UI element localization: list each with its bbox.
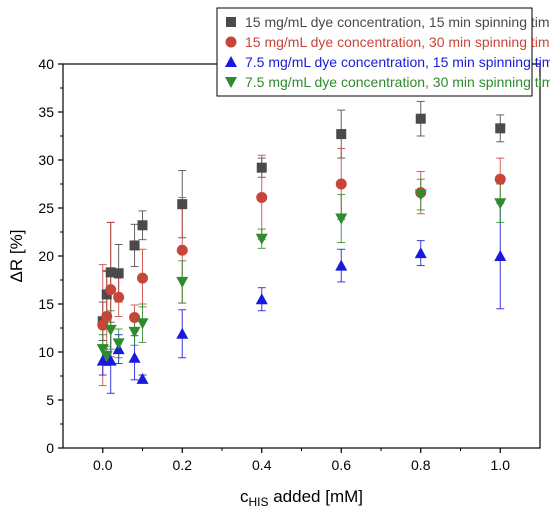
data-point-triangle-up <box>96 354 109 366</box>
legend-marker <box>225 56 237 67</box>
legend-label: 7.5 mg/mL dye concentration, 30 min spin… <box>245 74 550 90</box>
data-point-triangle-down <box>100 350 113 362</box>
legend-marker <box>225 36 237 48</box>
data-point-circle <box>256 191 268 203</box>
data-point-triangle-up <box>136 372 149 384</box>
legend: 15 mg/mL dye concentration, 15 min spinn… <box>216 7 550 97</box>
y-tick-label: 10 <box>38 344 54 360</box>
y-tick-label: 5 <box>46 392 54 408</box>
data-point-circle <box>176 244 188 256</box>
data-point-square <box>415 113 426 124</box>
data-point-triangle-up <box>335 259 348 271</box>
legend-marker <box>226 17 236 27</box>
data-point-triangle-down <box>112 338 125 350</box>
legend-label: 15 mg/mL dye concentration, 15 min spinn… <box>245 14 550 30</box>
data-point-triangle-up <box>176 327 189 339</box>
x-tick-label: 0.4 <box>252 457 272 473</box>
x-axis-title-subscript: HIS <box>248 495 268 509</box>
data-point-circle <box>105 284 117 296</box>
x-axis-title-main: c <box>240 487 249 506</box>
data-point-square <box>177 199 188 210</box>
data-point-triangle-up <box>255 293 268 305</box>
x-tick-label: 0.6 <box>332 457 352 473</box>
data-point-triangle-down <box>414 189 427 201</box>
data-point-circle <box>494 173 506 185</box>
y-tick-label: 20 <box>38 248 54 264</box>
data-point-triangle-down <box>176 276 189 288</box>
data-point-circle <box>129 311 141 323</box>
data-point-square <box>495 123 506 134</box>
data-point-square <box>113 268 124 279</box>
x-tick-label: 1.0 <box>491 457 511 473</box>
data-point-circle <box>137 272 148 284</box>
y-tick-label: 35 <box>38 104 54 120</box>
data-point-triangle-down <box>96 344 109 356</box>
data-point-square <box>105 267 116 278</box>
data-point-triangle-down <box>255 233 268 245</box>
data-point-triangle-down <box>136 318 149 330</box>
x-tick-label: 0.0 <box>93 457 113 473</box>
data-point-triangle-up <box>128 351 141 363</box>
y-tick-label: 25 <box>38 200 54 216</box>
legend-label: 7.5 mg/mL dye concentration, 15 min spin… <box>245 54 550 70</box>
legend-label: 15 mg/mL dye concentration, 30 min spinn… <box>245 34 550 50</box>
data-point-square <box>129 240 140 251</box>
data-point-square <box>336 129 347 140</box>
data-point-triangle-up <box>414 247 427 259</box>
y-tick-label: 15 <box>38 296 54 312</box>
x-tick-label: 0.2 <box>173 457 193 473</box>
y-tick-label: 40 <box>38 56 54 72</box>
data-point-circle <box>335 178 347 190</box>
data-point-square <box>256 162 267 173</box>
data-point-circle <box>113 291 125 303</box>
data-point-triangle-up <box>104 354 117 366</box>
legend-box <box>216 7 533 97</box>
data-point-circle <box>97 319 109 331</box>
data-point-circle <box>101 310 113 322</box>
data-point-triangle-down <box>335 213 348 225</box>
data-point-triangle-up <box>494 250 507 261</box>
error-bars-layer <box>98 100 505 394</box>
x-axis-title-rest: added [mM] <box>269 487 364 506</box>
x-axis-title: cHIS added [mM] <box>240 487 363 509</box>
y-axis-title: ΔR [%] <box>7 230 26 283</box>
y-axis-ticks: 0 5 10 15 20 25 30 35 40 <box>38 56 63 456</box>
data-point-square <box>101 289 112 300</box>
y-tick-label: 30 <box>38 152 54 168</box>
markers-layer <box>96 113 507 384</box>
data-point-triangle-down <box>494 198 507 210</box>
data-point-square <box>137 220 148 231</box>
legend-marker <box>225 77 237 88</box>
x-axis-ticks: 0.0 0.2 0.4 0.6 0.8 1.0 <box>93 448 510 473</box>
data-point-triangle-down <box>128 326 141 338</box>
x-tick-label: 0.8 <box>411 457 431 473</box>
data-point-triangle-down <box>104 324 117 336</box>
y-tick-label: 0 <box>46 440 54 456</box>
